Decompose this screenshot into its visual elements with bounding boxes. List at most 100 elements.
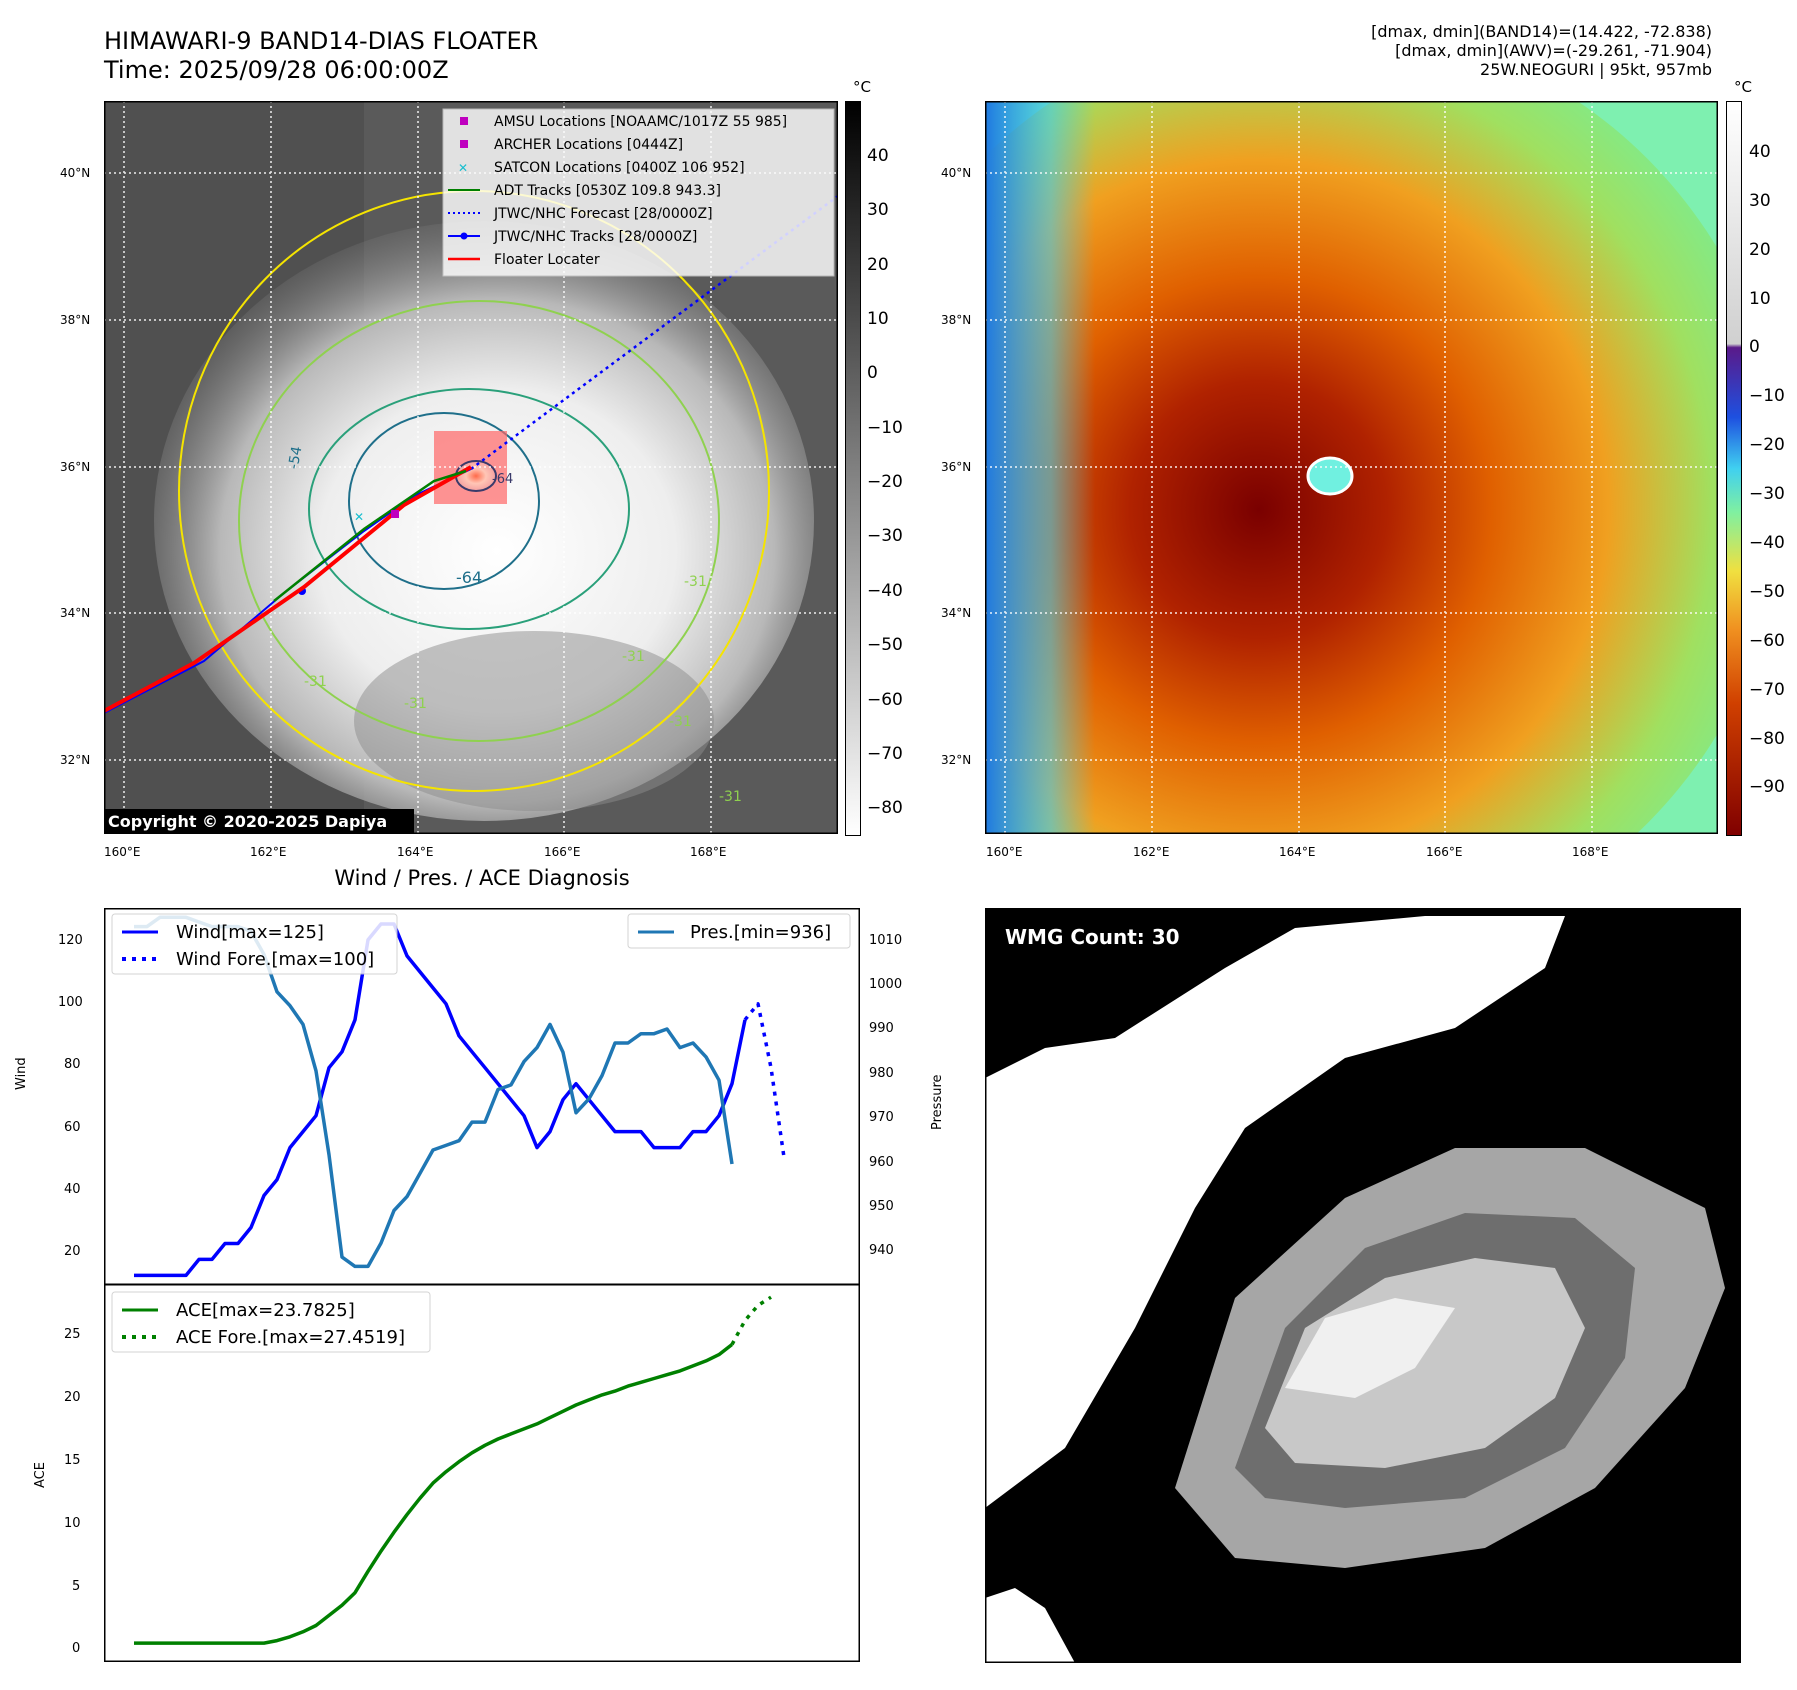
ir-cb-tick: −50 — [867, 635, 903, 655]
awv-cb-tick: −60 — [1749, 631, 1785, 651]
legend-pres: Pres.[min=936] — [690, 922, 831, 943]
contour-label: -31 — [669, 714, 692, 730]
ace-tick: 10 — [64, 1516, 81, 1531]
ir-cb-tick: 0 — [867, 363, 878, 383]
lat-tick: 40°N — [60, 166, 91, 180]
ace-chart: ACE[max=23.7825] ACE Fore.[max=27.4519] — [104, 1284, 860, 1662]
ace-legend — [111, 1291, 431, 1353]
wind-forecast-series-line — [743, 1002, 786, 1158]
pressure-tick: 950 — [869, 1199, 894, 1214]
wmg-core — [1285, 1298, 1455, 1398]
ir-cb-tick: 10 — [867, 309, 889, 329]
ir-cb-tick: −60 — [867, 690, 903, 710]
ace-tick: 25 — [64, 1327, 81, 1342]
awv-cb-tick: 20 — [1749, 240, 1771, 260]
awv-cb-tick: 10 — [1749, 289, 1771, 309]
ir-cb-tick: −40 — [867, 581, 903, 601]
awv-cb-tick: 40 — [1749, 142, 1771, 162]
ir-map-panel: ✕ -54 -64 -64 -31 -31 -31 -31 -31 -31 Co… — [104, 101, 838, 834]
wind-series-line — [134, 922, 747, 1278]
ace-tick: 20 — [64, 1390, 81, 1405]
legend-ace-fore: ACE Fore.[max=27.4519] — [176, 1327, 405, 1348]
contour-light-green — [238, 300, 720, 742]
legend-amsu-marker — [460, 117, 468, 125]
legend-tracks: JTWC/NHC Tracks [28/0000Z] — [493, 229, 697, 245]
pressure-tick: 960 — [869, 1155, 894, 1170]
awv-cb-tick: −90 — [1749, 777, 1785, 797]
lat-tick: 32°N — [60, 753, 91, 767]
wind-pressure-chart: Wind[max=125] Wind Fore.[max=100] Pres.[… — [104, 908, 860, 1285]
ir-cb-tick: 30 — [867, 200, 889, 220]
wind-tick: 20 — [64, 1244, 81, 1259]
lat-tick: 36°N — [60, 460, 91, 474]
legend-forecast: JTWC/NHC Forecast [28/0000Z] — [493, 206, 713, 222]
lon-tick: 166°E — [544, 845, 581, 859]
legend-wind: Wind[max=125] — [176, 922, 324, 943]
awv-frame — [985, 101, 1718, 834]
wmg-count-badge — [995, 920, 1187, 952]
ace-forecast-series-line — [730, 1295, 772, 1346]
awv-cb-tick: −10 — [1749, 386, 1785, 406]
lon-tick: 168°E — [690, 845, 727, 859]
awv-stats: [dmax, dmin](AWV)=(-29.261, -71.904) — [1395, 41, 1712, 60]
awv-cb-tick: −20 — [1749, 435, 1785, 455]
lat-tick: 36°N — [941, 460, 972, 474]
legend-wind-fore: Wind Fore.[max=100] — [176, 949, 374, 970]
awv-colorbar — [1726, 101, 1742, 836]
contour-teal — [348, 412, 540, 590]
ace-tick: 0 — [72, 1641, 81, 1656]
lat-tick: 32°N — [941, 753, 972, 767]
awv-cb-tick: −80 — [1749, 729, 1785, 749]
lat-tick: 40°N — [941, 166, 972, 180]
wmg-frame — [985, 908, 1741, 1663]
legend-floater: Floater Locater — [494, 252, 600, 268]
ir-colorbar — [845, 101, 861, 836]
ir-cb-tick: 40 — [867, 146, 889, 166]
lon-tick: 166°E — [1426, 845, 1463, 859]
ace-series-layer — [134, 1295, 772, 1645]
pressure-tick: 1000 — [869, 977, 903, 992]
copyright-text: Copyright © 2020-2025 Dapiya — [108, 812, 387, 831]
stats-block: [dmax, dmin](BAND14)=(14.422, -72.838) [… — [1371, 22, 1712, 79]
contour-label: -31 — [684, 574, 707, 590]
ir-colorbar-unit: °C — [853, 78, 871, 96]
ir-cb-tick: −80 — [867, 798, 903, 818]
awv-cb-tick: −30 — [1749, 484, 1785, 504]
wmg-white-region — [985, 916, 1565, 1508]
wind-tick: 100 — [58, 995, 83, 1010]
lon-tick: 164°E — [1279, 845, 1316, 859]
contour-label: -64 — [492, 472, 513, 487]
wmg-white-corner — [985, 1588, 1075, 1663]
lon-tick: 162°E — [1133, 845, 1170, 859]
pressure-tick: 940 — [869, 1243, 894, 1258]
wmg-panel: WMG Count: 30 — [985, 908, 1741, 1663]
pressure-axis-label: Pressure — [930, 1074, 945, 1130]
contour-label: -31 — [719, 789, 742, 805]
contour-label: -31 — [404, 696, 427, 712]
chart-title: HIMAWARI-9 BAND14-DIAS FLOATER — [104, 27, 539, 55]
ace-series-line — [134, 1343, 734, 1645]
copyright-box — [104, 809, 414, 833]
awv-colorbar-unit: °C — [1734, 78, 1752, 96]
band14-stats: [dmax, dmin](BAND14)=(14.422, -72.838) — [1371, 22, 1712, 41]
awv-cb-tick: −70 — [1749, 680, 1785, 700]
lon-tick: 160°E — [104, 845, 141, 859]
storm-eye — [455, 460, 497, 492]
awv-cb-tick: 0 — [1749, 337, 1760, 357]
storm-info: 25W.NEOGURI | 95kt, 957mb — [1480, 60, 1712, 79]
contour-label: -64 — [456, 568, 482, 587]
ir-cb-tick: −10 — [867, 418, 903, 438]
awv-storm-eye — [1306, 456, 1354, 496]
legend-archer: ARCHER Locations [0444Z] — [494, 137, 683, 153]
lat-tick: 38°N — [941, 313, 972, 327]
legend-satcon-marker: ✕ — [458, 161, 468, 175]
ir-legend — [442, 108, 835, 277]
ace-tick: 5 — [72, 1579, 81, 1594]
wind-tick: 60 — [64, 1120, 81, 1135]
contour-label: -31 — [304, 674, 327, 690]
pressure-legend — [627, 913, 851, 949]
amsu-marker — [391, 510, 399, 518]
wind-tick: 120 — [58, 933, 83, 948]
awv-cb-tick: −40 — [1749, 533, 1785, 553]
ace-axis-label: ACE — [33, 1462, 48, 1488]
